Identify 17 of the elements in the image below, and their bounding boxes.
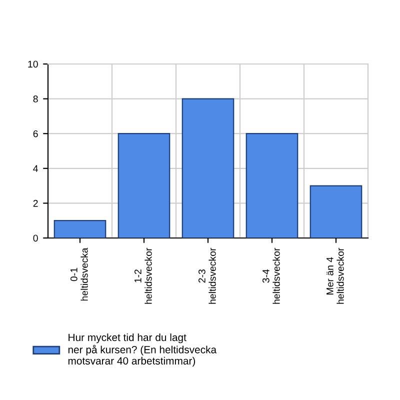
y-tick-label: 6 [33, 130, 38, 138]
y-tick-label: 10 [28, 60, 38, 68]
y-tick-label: 8 [33, 96, 38, 102]
x-tick-label: Mer än 4 heltidsveckor [326, 248, 344, 304]
y-tick-label: 0 [33, 234, 38, 242]
bar [310, 185, 362, 238]
x-tick-label: 0-1 heltidsvecka [70, 248, 88, 301]
bar [118, 133, 170, 238]
x-tick-label: 3-4 heltidsveckor [262, 248, 280, 304]
y-tick-label: 4 [33, 165, 38, 172]
bar [54, 220, 106, 238]
legend-label: Hur mycket tid har du lagt ner på kursen? (En heltidsvecka motsvarar 40 arbetstimmar) [68, 333, 217, 367]
x-tick-label: 2-3 heltidsveckor [198, 248, 216, 304]
bar [246, 133, 298, 238]
y-tick-label: 2 [33, 200, 38, 207]
x-tick-label: 1-2 heltidsveckor [134, 248, 152, 304]
bar [182, 98, 234, 238]
